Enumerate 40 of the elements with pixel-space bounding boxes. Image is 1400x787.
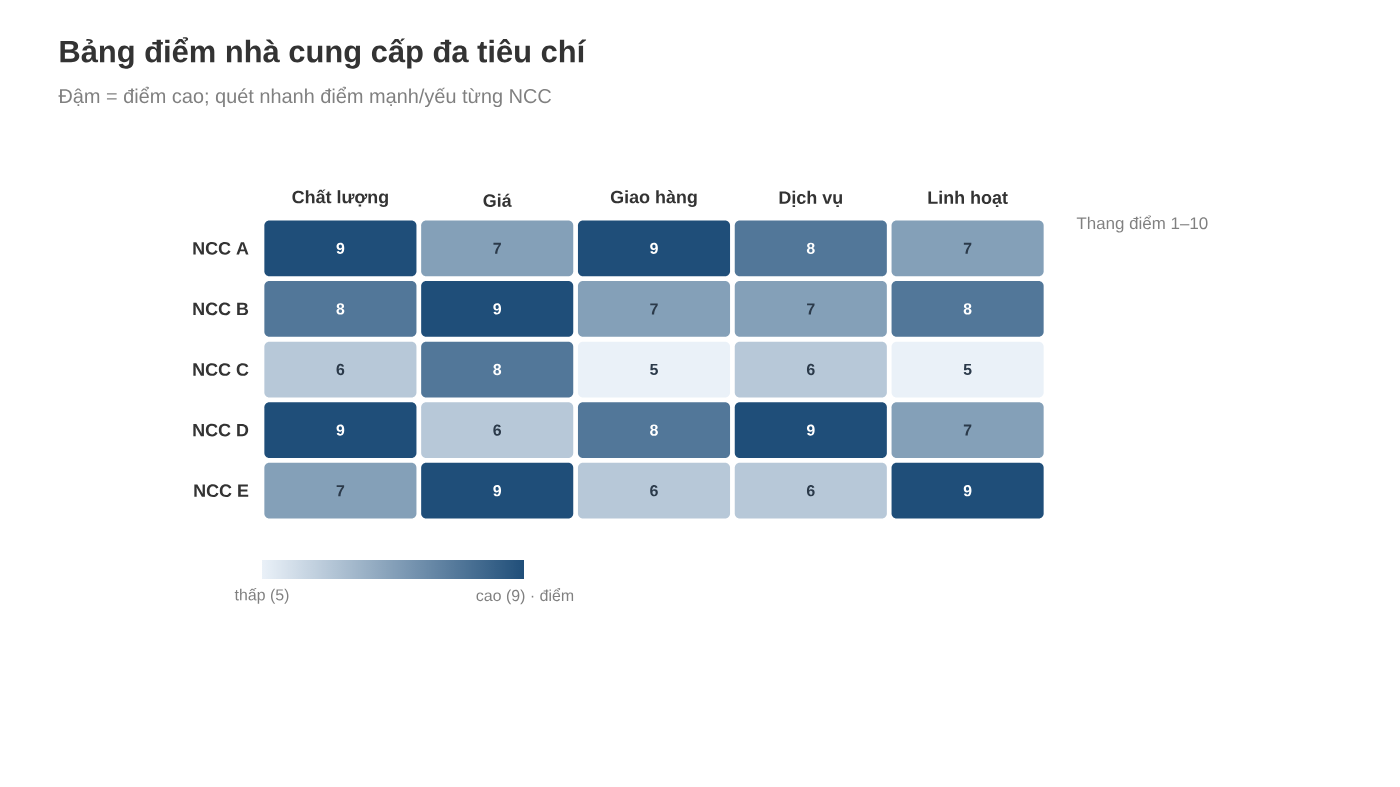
data-label: 7 — [963, 424, 972, 436]
data-label: 9 — [963, 485, 972, 497]
data-label: 9 — [493, 485, 502, 497]
text: Thang điểm 1–10 — [1076, 215, 1208, 233]
data-label: 9 — [806, 424, 815, 436]
data-label: 6 — [493, 424, 502, 436]
chart-subtitle: Đậm = điểm cao; quét nhanh điểm mạnh/yếu từng NCC — [58, 86, 552, 108]
data-label: 8 — [963, 303, 972, 315]
data-label: 8 — [806, 242, 815, 254]
data-label: 6 — [650, 485, 658, 497]
data-label: 7 — [493, 242, 501, 254]
y-tick-label: NCC B — [193, 302, 249, 316]
data-label: 9 — [493, 303, 502, 315]
data-label: 9 — [650, 242, 658, 254]
data-label: 7 — [963, 242, 972, 254]
x-tick-label: Giá — [483, 193, 512, 207]
y-tick-label: NCC E — [194, 484, 249, 498]
y-tick-label: NCC D — [193, 423, 249, 437]
data-label: 8 — [650, 424, 658, 436]
y-tick-label: NCC A — [193, 241, 249, 255]
x-tick-label: Linh hoạt — [928, 190, 1008, 207]
x-tick-label: Dịch vụ — [779, 190, 842, 207]
data-label: 9 — [336, 242, 345, 254]
color-bar-label: cao (9) · điểm — [476, 588, 574, 605]
data-label: 7 — [336, 485, 345, 497]
data-label: 7 — [650, 303, 658, 315]
x-tick-label: Chất lượng — [292, 189, 388, 207]
data-label: 8 — [336, 303, 345, 315]
color-bar-label: thấp (5) — [234, 588, 289, 604]
data-label: 5 — [963, 363, 972, 376]
data-label: 6 — [806, 485, 815, 497]
chart-title: Bảng điểm nhà cung cấp đa tiêu chí — [60, 37, 587, 69]
data-label: 5 — [650, 363, 658, 376]
data-label: 6 — [806, 363, 815, 376]
data-label: 8 — [493, 363, 502, 376]
data-label: 9 — [336, 424, 345, 436]
data-label: 7 — [807, 303, 815, 315]
x-tick-label: Giao hàng — [610, 190, 697, 207]
data-label: 6 — [336, 363, 345, 376]
y-tick-label: NCC C — [193, 363, 249, 376]
